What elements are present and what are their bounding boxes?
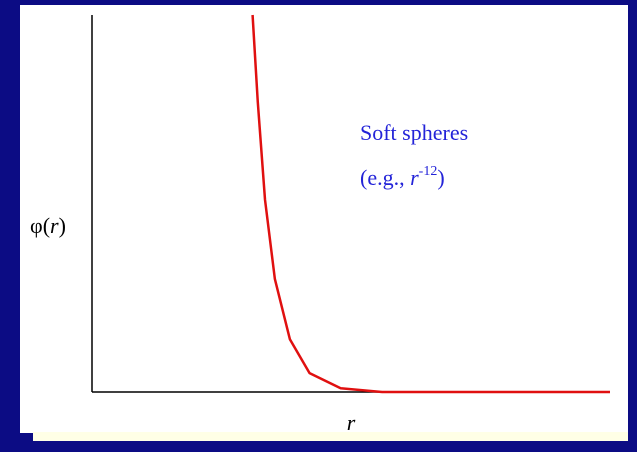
y-axis-label: φ(r) bbox=[30, 213, 66, 238]
curve bbox=[251, 14, 610, 394]
panel bbox=[20, 5, 628, 433]
x-axis-label: r bbox=[347, 410, 356, 435]
annotation: (e.g., r-12) bbox=[360, 164, 445, 190]
panel-strip bbox=[33, 432, 628, 441]
annotation: Soft spheres bbox=[360, 120, 468, 145]
